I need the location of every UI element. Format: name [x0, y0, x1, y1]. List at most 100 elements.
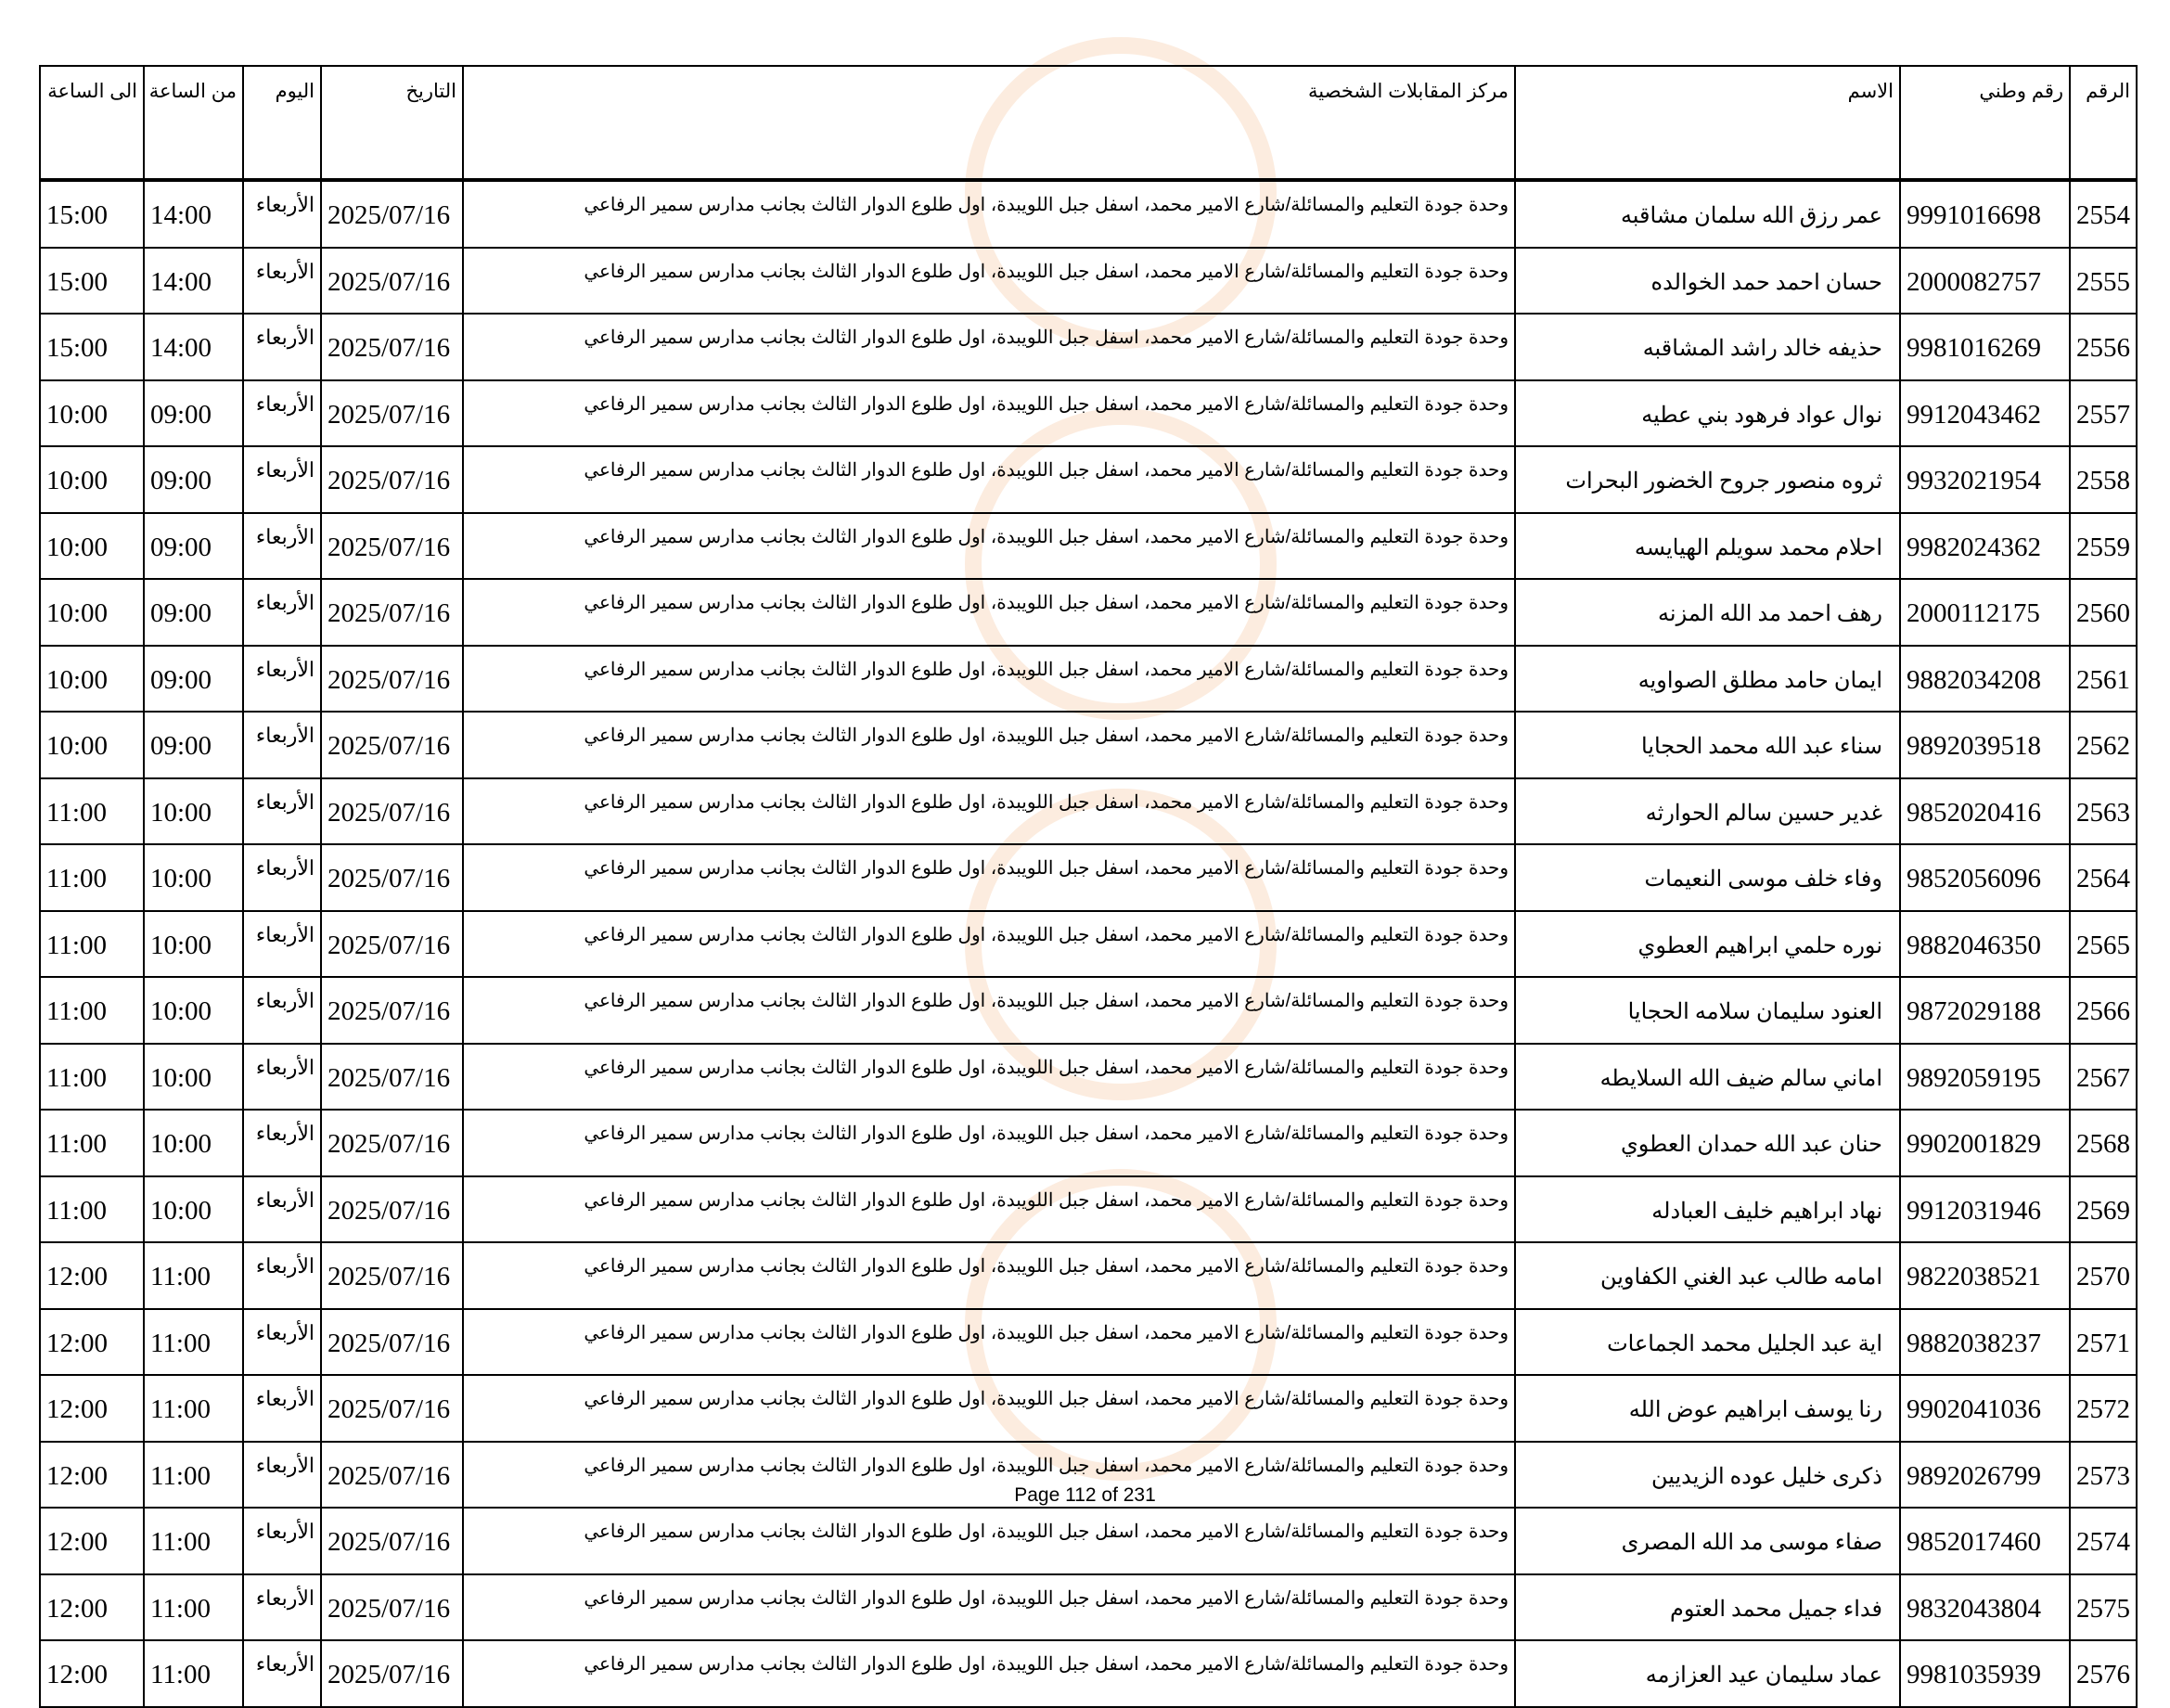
from-time: 14:00: [143, 313, 244, 381]
row-number: 2561: [2069, 644, 2138, 713]
from-time: 11:00: [143, 1573, 244, 1641]
row-number: 2554: [2069, 179, 2138, 249]
to-time: 15:00: [39, 246, 145, 315]
interview-day: الأربعاء: [242, 1307, 322, 1376]
header-row: الرقم رقم وطني الاسم مركز المقابلات الشخ…: [39, 65, 2138, 181]
applicant-name: رنا يوسف ابراهيم عوض الله: [1514, 1374, 1901, 1443]
national-id: 9981016269: [1899, 313, 2071, 381]
interview-day: الأربعاء: [242, 313, 322, 381]
national-id: 9822038521: [1899, 1241, 2071, 1310]
applicant-name: حنان عبد الله حمدان العطوي: [1514, 1109, 1901, 1177]
national-id: 9832043804: [1899, 1573, 2071, 1641]
table-row: 2575 9832043804 فداء جميل محمد العتوم وحدة …: [39, 1573, 2138, 1641]
from-time: 14:00: [143, 179, 244, 249]
table-row: 2558 9932021954 ثروه منصور جروح الخضور الب…: [39, 445, 2138, 514]
interview-day: الأربعاء: [242, 843, 322, 912]
interview-date: 2025/07/16: [320, 179, 464, 249]
table-row: 2569 9912031946 نهاد ابراهيم خليف العبادله…: [39, 1175, 2138, 1243]
interview-date: 2025/07/16: [320, 909, 464, 978]
header-name: الاسم: [1514, 65, 1901, 181]
from-time: 10:00: [143, 976, 244, 1045]
interview-center: وحدة جودة التعليم والمسائلة/شارع الامير …: [462, 511, 1516, 580]
national-id: 9852056096: [1899, 843, 2071, 912]
national-id: 9981035939: [1899, 1639, 2071, 1708]
applicant-name: سناء عبد الله محمد الحجايا: [1514, 711, 1901, 779]
from-time: 10:00: [143, 1109, 244, 1177]
row-number: 2557: [2069, 379, 2138, 447]
header-to: الى الساعة: [39, 65, 145, 181]
table-row: 2573 9892026799 ذكرى خليل عوده الزيديين وحد…: [39, 1440, 2138, 1509]
table-row: 2565 9882046350 نوره حلمي ابراهيم العطوي وح…: [39, 909, 2138, 978]
table-row: 2563 9852020416 غدير حسين سالم الحوارثه وحد…: [39, 777, 2138, 845]
table-row: 2576 9981035939 عماد سليمان عيد العزازمه وح…: [39, 1639, 2138, 1708]
table-row: 2570 9822038521 امامه طالب عبد الغني الكفا…: [39, 1241, 2138, 1310]
national-id: 9892039518: [1899, 711, 2071, 779]
to-time: 12:00: [39, 1440, 145, 1509]
applicant-name: العنود سليمان سلامه الحجايا: [1514, 976, 1901, 1045]
interview-center: وحدة جودة التعليم والمسائلة/شارع الامير …: [462, 644, 1516, 713]
interview-day: الأربعاء: [242, 511, 322, 580]
interview-date: 2025/07/16: [320, 777, 464, 845]
row-number: 2574: [2069, 1507, 2138, 1575]
applicant-name: اية عبد الجليل محمد الجماعات: [1514, 1307, 1901, 1376]
applicant-name: رهف احمد مد الله المزنه: [1514, 578, 1901, 647]
applicant-name: غدير حسين سالم الحوارثه: [1514, 777, 1901, 845]
page-number: Page 112 of 231: [1014, 1484, 1156, 1506]
national-id: 9991016698: [1899, 179, 2071, 249]
applicant-name: نوال عواد فرهود بني عطيه: [1514, 379, 1901, 447]
interview-date: 2025/07/16: [320, 313, 464, 381]
table-row: 2568 9902001829 حنان عبد الله حمدان العطوي…: [39, 1109, 2138, 1177]
applicant-name: صفاء موسى مد الله المصرى: [1514, 1507, 1901, 1575]
to-time: 10:00: [39, 578, 145, 647]
national-id: 2000082757: [1899, 246, 2071, 315]
from-time: 10:00: [143, 909, 244, 978]
interview-date: 2025/07/16: [320, 1639, 464, 1708]
interview-date: 2025/07/16: [320, 1241, 464, 1310]
table-row: 2571 9882038237 اية عبد الجليل محمد الجماع…: [39, 1307, 2138, 1376]
to-time: 12:00: [39, 1374, 145, 1443]
interview-center: وحدة جودة التعليم والمسائلة/شارع الامير …: [462, 1241, 1516, 1310]
from-time: 10:00: [143, 777, 244, 845]
header-national-id: رقم وطني: [1899, 65, 2071, 181]
applicant-name: ايمان حامد مطلق الصواويه: [1514, 644, 1901, 713]
from-time: 09:00: [143, 445, 244, 514]
interview-date: 2025/07/16: [320, 644, 464, 713]
national-id: 9882046350: [1899, 909, 2071, 978]
interview-day: الأربعاء: [242, 1440, 322, 1509]
national-id: 9852020416: [1899, 777, 2071, 845]
interview-day: الأربعاء: [242, 777, 322, 845]
to-time: 11:00: [39, 976, 145, 1045]
row-number: 2565: [2069, 909, 2138, 978]
interview-date: 2025/07/16: [320, 1374, 464, 1443]
to-time: 11:00: [39, 1042, 145, 1111]
interview-date: 2025/07/16: [320, 1042, 464, 1111]
table-row: 2561 9882034208 ايمان حامد مطلق الصواويه وح…: [39, 644, 2138, 713]
interview-center: وحدة جودة التعليم والمسائلة/شارع الامير …: [462, 1507, 1516, 1575]
row-number: 2560: [2069, 578, 2138, 647]
table-row: 2574 9852017460 صفاء موسى مد الله المصرى وح…: [39, 1507, 2138, 1575]
header-day: اليوم: [242, 65, 322, 181]
to-time: 12:00: [39, 1507, 145, 1575]
interview-date: 2025/07/16: [320, 1573, 464, 1641]
applicant-name: امامه طالب عبد الغني الكفاوين: [1514, 1241, 1901, 1310]
interview-day: الأربعاء: [242, 976, 322, 1045]
from-time: 09:00: [143, 511, 244, 580]
table-row: 2559 9982024362 احلام محمد سويلم الهيايسه و…: [39, 511, 2138, 580]
applicant-name: وفاء خلف موسى النعيمات: [1514, 843, 1901, 912]
table-row: 2564 9852056096 وفاء خلف موسى النعيمات وحدة…: [39, 843, 2138, 912]
interview-date: 2025/07/16: [320, 1440, 464, 1509]
to-time: 12:00: [39, 1639, 145, 1708]
interview-date: 2025/07/16: [320, 1109, 464, 1177]
applicant-name: ثروه منصور جروح الخضور البحرات: [1514, 445, 1901, 514]
table-row: 2560 2000112175 رهف احمد مد الله المزنه وحد…: [39, 578, 2138, 647]
interview-center: وحدة جودة التعليم والمسائلة/شارع الامير …: [462, 1440, 1516, 1509]
from-time: 11:00: [143, 1241, 244, 1310]
to-time: 10:00: [39, 379, 145, 447]
from-time: 11:00: [143, 1307, 244, 1376]
interview-center: وحدة جودة التعليم والمسائلة/شارع الامير …: [462, 1639, 1516, 1708]
interview-day: الأربعاء: [242, 1175, 322, 1243]
interview-center: وحدة جودة التعليم والمسائلة/شارع الامير …: [462, 1109, 1516, 1177]
interview-center: وحدة جودة التعليم والمسائلة/شارع الامير …: [462, 246, 1516, 315]
to-time: 11:00: [39, 843, 145, 912]
interview-day: الأربعاء: [242, 1639, 322, 1708]
